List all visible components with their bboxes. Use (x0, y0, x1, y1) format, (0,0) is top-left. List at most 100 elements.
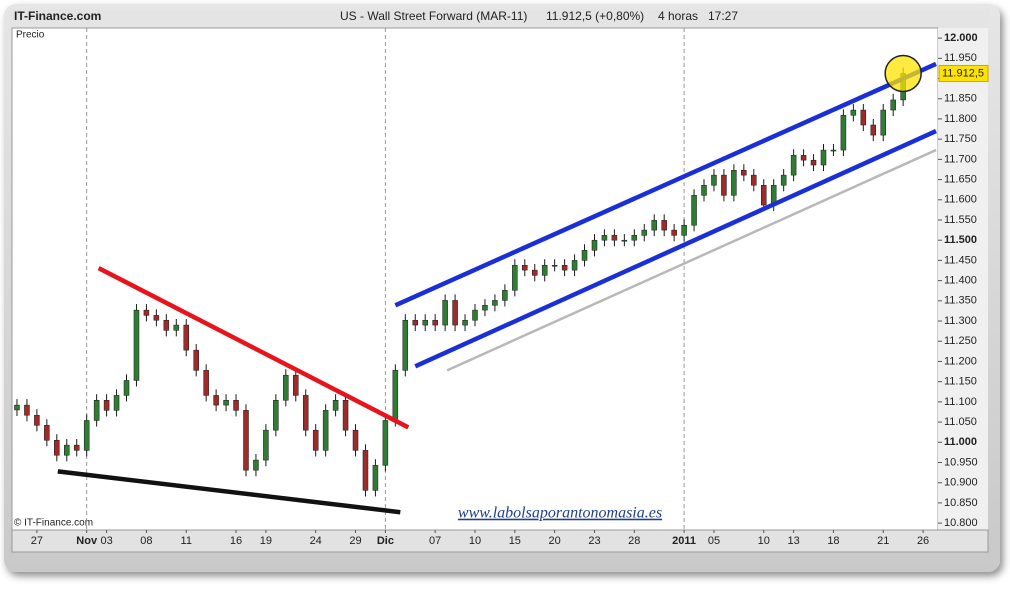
candle-body (751, 174, 757, 186)
header-bar (9, 9, 989, 27)
candle-body (651, 220, 657, 231)
candle-body (731, 170, 737, 196)
candle-body (322, 410, 329, 451)
y-tick-label: 11.050 (944, 416, 977, 428)
x-tick-label: 23 (588, 535, 600, 547)
candle-body (44, 425, 50, 441)
price-tag-label: 11.912,5 (942, 67, 984, 79)
candle-body (432, 319, 438, 326)
watermark: www.labolsaporantonomasia.es (458, 505, 662, 522)
x-tick-label: 28 (628, 535, 640, 547)
y-tick-label: 10.850 (944, 497, 978, 509)
interval: 4 horas (658, 9, 698, 23)
trendline (57, 469, 401, 515)
candle-body (721, 174, 727, 196)
y-tick-label: 11.550 (944, 214, 977, 226)
candle-body (551, 265, 558, 267)
candle-body (571, 260, 578, 271)
candle-body (93, 400, 100, 421)
candle-body (631, 235, 638, 241)
candle-body (123, 380, 130, 396)
candle-body (671, 229, 677, 236)
x-tick-label: 2011 (672, 535, 696, 547)
plot-area (11, 27, 939, 531)
candle-body (581, 250, 588, 261)
candle-body (412, 319, 419, 326)
x-tick-label: 07 (429, 535, 441, 547)
candle-body (54, 440, 60, 456)
candle-body (482, 305, 488, 311)
candle-body (352, 429, 359, 451)
candle-body (133, 309, 140, 381)
x-tick-label: 18 (827, 535, 839, 547)
candle-body (870, 124, 877, 136)
candle-body (83, 420, 90, 451)
candle-body (332, 400, 339, 411)
x-tick-label: Nov (76, 535, 98, 547)
y-tick-label: 11.000 (944, 436, 977, 448)
y-tick-label: 10.800 (944, 517, 978, 529)
y-tick-label: 11.800 (944, 113, 977, 125)
candle-body (462, 319, 468, 326)
candle-body (830, 149, 837, 152)
y-tick-label: 11.700 (944, 153, 977, 165)
y-tick-label: 11.600 (944, 194, 977, 206)
x-tick-label: 05 (708, 535, 720, 547)
y-tick-label: 11.150 (944, 376, 977, 388)
candle-body (302, 395, 309, 431)
candle-body (741, 170, 747, 176)
candle-body (362, 450, 369, 491)
x-tick-label: 21 (877, 535, 889, 547)
candle-body (233, 400, 239, 411)
candle-body (601, 235, 608, 241)
candle-body (173, 324, 180, 331)
x-tick-label: 08 (140, 535, 152, 547)
candle-body (103, 400, 110, 411)
x-tick-label: 15 (509, 535, 521, 547)
y-tick-label: 10.950 (944, 456, 978, 468)
candle-body (820, 149, 827, 166)
candle-body (203, 370, 209, 396)
trendline (394, 61, 937, 308)
candle-body (472, 309, 478, 321)
candle-body (780, 174, 787, 186)
candle-body (34, 414, 40, 426)
candle-body (761, 184, 767, 206)
quote: 11.912,5 (+0,80%) (546, 9, 644, 23)
candle-body (810, 159, 817, 166)
y-tick-label: 11.750 (944, 133, 977, 145)
candle-body (14, 404, 20, 411)
x-tick-label: 16 (230, 535, 242, 547)
x-tick-label: 29 (349, 535, 361, 547)
candle-body (153, 315, 160, 321)
y-tick-label: 11.250 (944, 335, 977, 347)
candle-body (143, 309, 150, 316)
candle-body (531, 269, 538, 276)
x-axis-area (11, 529, 989, 553)
candle-body (183, 324, 189, 351)
candle-body (621, 239, 628, 242)
candle-body (163, 319, 170, 331)
site: IT-Finance.com (14, 9, 101, 23)
y-tick-label: 11.650 (944, 173, 977, 185)
x-tick-label: Dic (377, 535, 394, 547)
candle-body (382, 420, 389, 466)
y-tick-label: 11.100 (944, 396, 977, 408)
x-tick-label: 24 (310, 535, 322, 547)
candle-body (293, 374, 299, 396)
candle-body (283, 374, 289, 401)
candle-body (800, 155, 807, 161)
candle-body (880, 109, 886, 136)
candle-body (402, 319, 409, 371)
trendline (97, 266, 410, 430)
trendline (414, 129, 937, 369)
candle-body (342, 400, 349, 431)
candle-body (263, 429, 269, 461)
candle-body (701, 184, 707, 196)
candle-body (24, 404, 30, 416)
candle-body (860, 109, 867, 126)
candle-body (641, 229, 648, 236)
candle-body (711, 174, 717, 186)
copyright: © IT-Finance.com (14, 518, 93, 529)
